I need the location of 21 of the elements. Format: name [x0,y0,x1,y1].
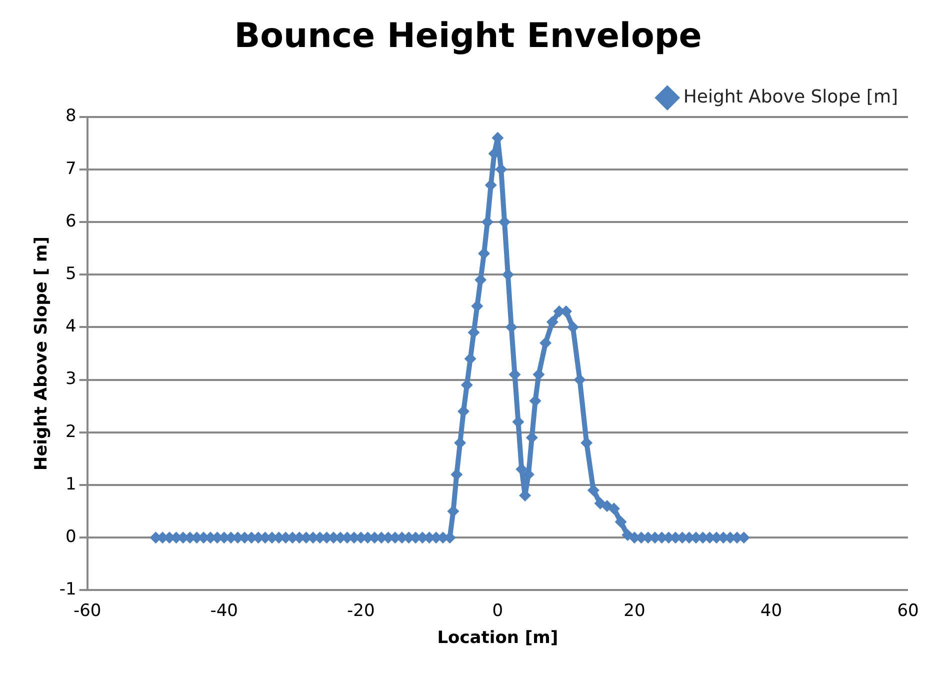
x-tick-label: 0 [492,600,504,621]
y-tick-label: 4 [66,316,76,337]
x-axis-title: Location [m] [437,628,558,648]
x-tick-label: -60 [73,600,102,621]
legend-label: Height Above Slope [m] [683,86,898,108]
y-tick-label: -1 [59,580,76,600]
x-tick-label: 60 [897,600,919,621]
y-tick-label: 5 [66,264,76,284]
y-tick-label: 3 [66,369,76,390]
y-tick-label: 2 [66,422,76,442]
y-tick-label: 0 [66,527,76,548]
x-tick-label: 40 [760,600,782,621]
x-tick-label: 20 [624,600,646,621]
y-axis-title: Height Above Slope [ m] [32,236,52,470]
y-tick-label: 8 [66,106,76,126]
y-tick-label: 7 [66,158,76,179]
y-tick-label: 1 [66,474,76,494]
x-tick-label: -20 [347,600,375,621]
chart-title: Bounce Height Envelope [234,16,702,56]
y-tick-label: 6 [66,211,76,232]
x-tick-label: -40 [210,600,238,621]
